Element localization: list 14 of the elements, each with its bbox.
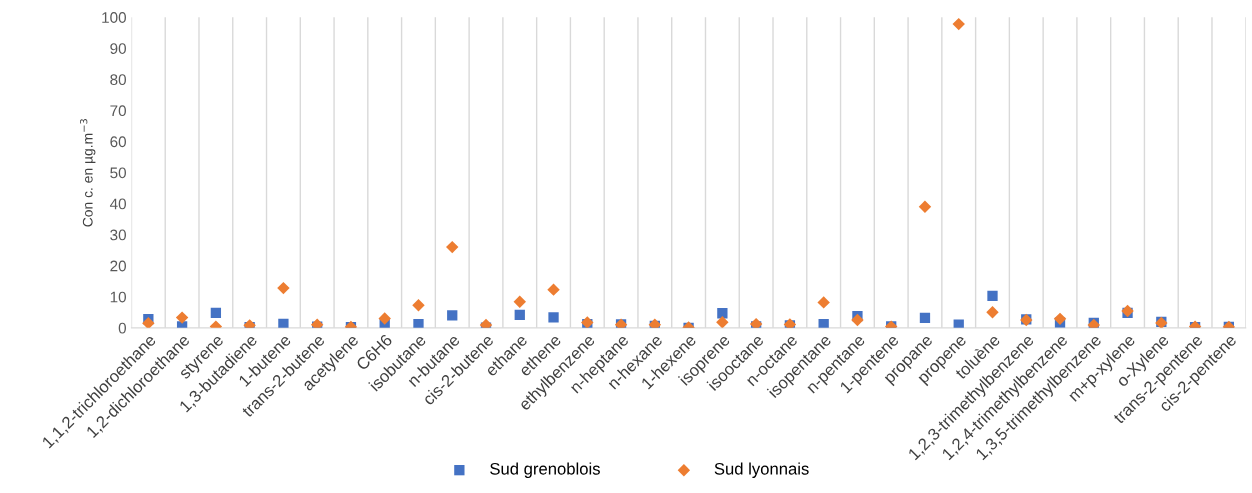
y-tick-label: 90 (110, 43, 126, 54)
y-tick-label: 100 (102, 12, 126, 23)
y-tick-label: 50 (110, 167, 126, 179)
legend-label: Sud grenoblois (490, 462, 600, 478)
legend-label: Sud lyonnais (714, 462, 809, 478)
y-tick-label: 80 (110, 74, 126, 86)
y-axis-title: Con c. en µg.m$^{−3}$ (80, 119, 96, 227)
y-tick-label: 20 (110, 260, 126, 272)
y-tick-label: 40 (109, 198, 126, 210)
y-tick-label: 30 (110, 229, 126, 241)
y-tick-label: 0 (118, 322, 126, 334)
y-tick-label: 60 (110, 136, 126, 148)
y-tick-label: 70 (110, 105, 126, 117)
y-tick-label: 10 (110, 291, 126, 303)
